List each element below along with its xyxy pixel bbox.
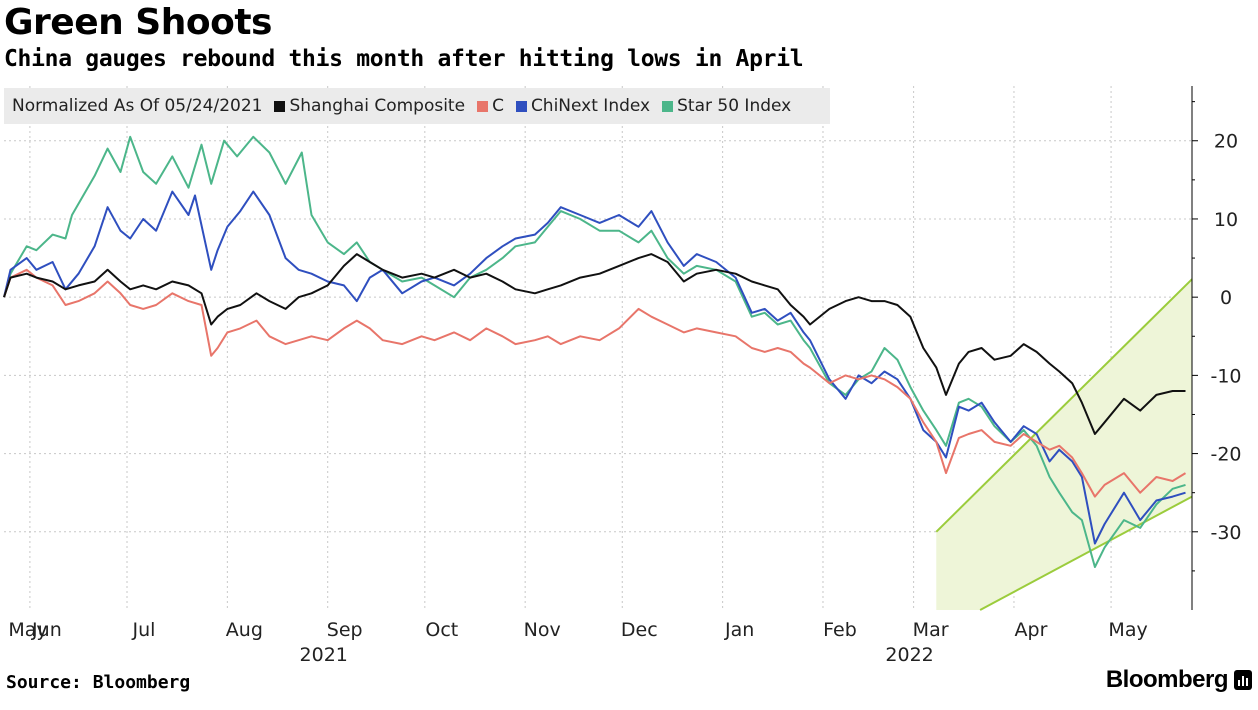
legend-swatch [274, 100, 286, 112]
x-tick-label: Mar [913, 619, 949, 641]
y-tick-label: 0 [1220, 287, 1232, 309]
bloomberg-terminal-icon [1234, 670, 1252, 690]
legend-normalization-label: Normalized As Of 05/24/2021 [12, 96, 263, 116]
channel-fill [936, 279, 1192, 610]
series-line-c [3, 268, 1187, 498]
series-lines [3, 135, 1187, 568]
x-tick-label: Jan [724, 619, 754, 641]
x-tick-label: Jun [31, 619, 62, 641]
series-line-shanghai-composite [3, 253, 1186, 435]
source-note: Source: Bloomberg [6, 672, 191, 693]
series-line-chinext-index [3, 190, 1186, 545]
y-tick-label: 10 [1214, 209, 1238, 231]
x-tick-label: Nov [524, 619, 561, 641]
x-tick-label: Dec [621, 619, 658, 641]
legend-swatch [662, 100, 674, 112]
brand-wordmark: Bloomberg [1105, 666, 1229, 693]
x-tick-label: Aug [226, 619, 263, 641]
y-tick-label: -10 [1210, 365, 1241, 387]
y-tick-label: 20 [1214, 131, 1238, 153]
series-line-star-50-index [3, 135, 1186, 568]
legend-item-c: C [477, 96, 504, 116]
legend-item-shanghai-composite: Shanghai Composite [274, 96, 465, 116]
legend-swatch [477, 100, 489, 112]
chart-legend: Normalized As Of 05/24/2021 Shanghai Com… [4, 88, 830, 124]
x-year-label: 2021 [300, 644, 348, 666]
channel-upper-line [935, 278, 1193, 533]
x-tick-label: Apr [1015, 619, 1048, 641]
chart-title: Green Shoots [4, 2, 272, 43]
y-tick-label: -20 [1210, 444, 1241, 466]
y-tick-label: -30 [1210, 522, 1241, 544]
legend-item-label: C [492, 96, 504, 116]
trend-channel [935, 278, 1193, 611]
legend-item-star-50-index: Star 50 Index [662, 96, 791, 116]
channel-lower-line [979, 495, 1193, 611]
legend-item-label: Star 50 Index [677, 96, 792, 116]
legend-swatch [515, 100, 527, 112]
legend-item-label: Shanghai Composite [289, 96, 466, 116]
x-tick-label: May [8, 619, 47, 641]
x-tick-label: Oct [425, 619, 458, 641]
legend-item-chinext-index: ChiNext Index [515, 96, 651, 116]
chart-subtitle: China gauges rebound this month after hi… [4, 46, 804, 72]
x-tick-label: Jul [132, 619, 156, 641]
x-tick-label: May [1108, 619, 1147, 641]
x-tick-label: Sep [327, 619, 363, 641]
legend-item-label: ChiNext Index [530, 96, 651, 116]
x-tick-label: Feb [823, 619, 857, 641]
x-year-label: 2022 [885, 644, 933, 666]
